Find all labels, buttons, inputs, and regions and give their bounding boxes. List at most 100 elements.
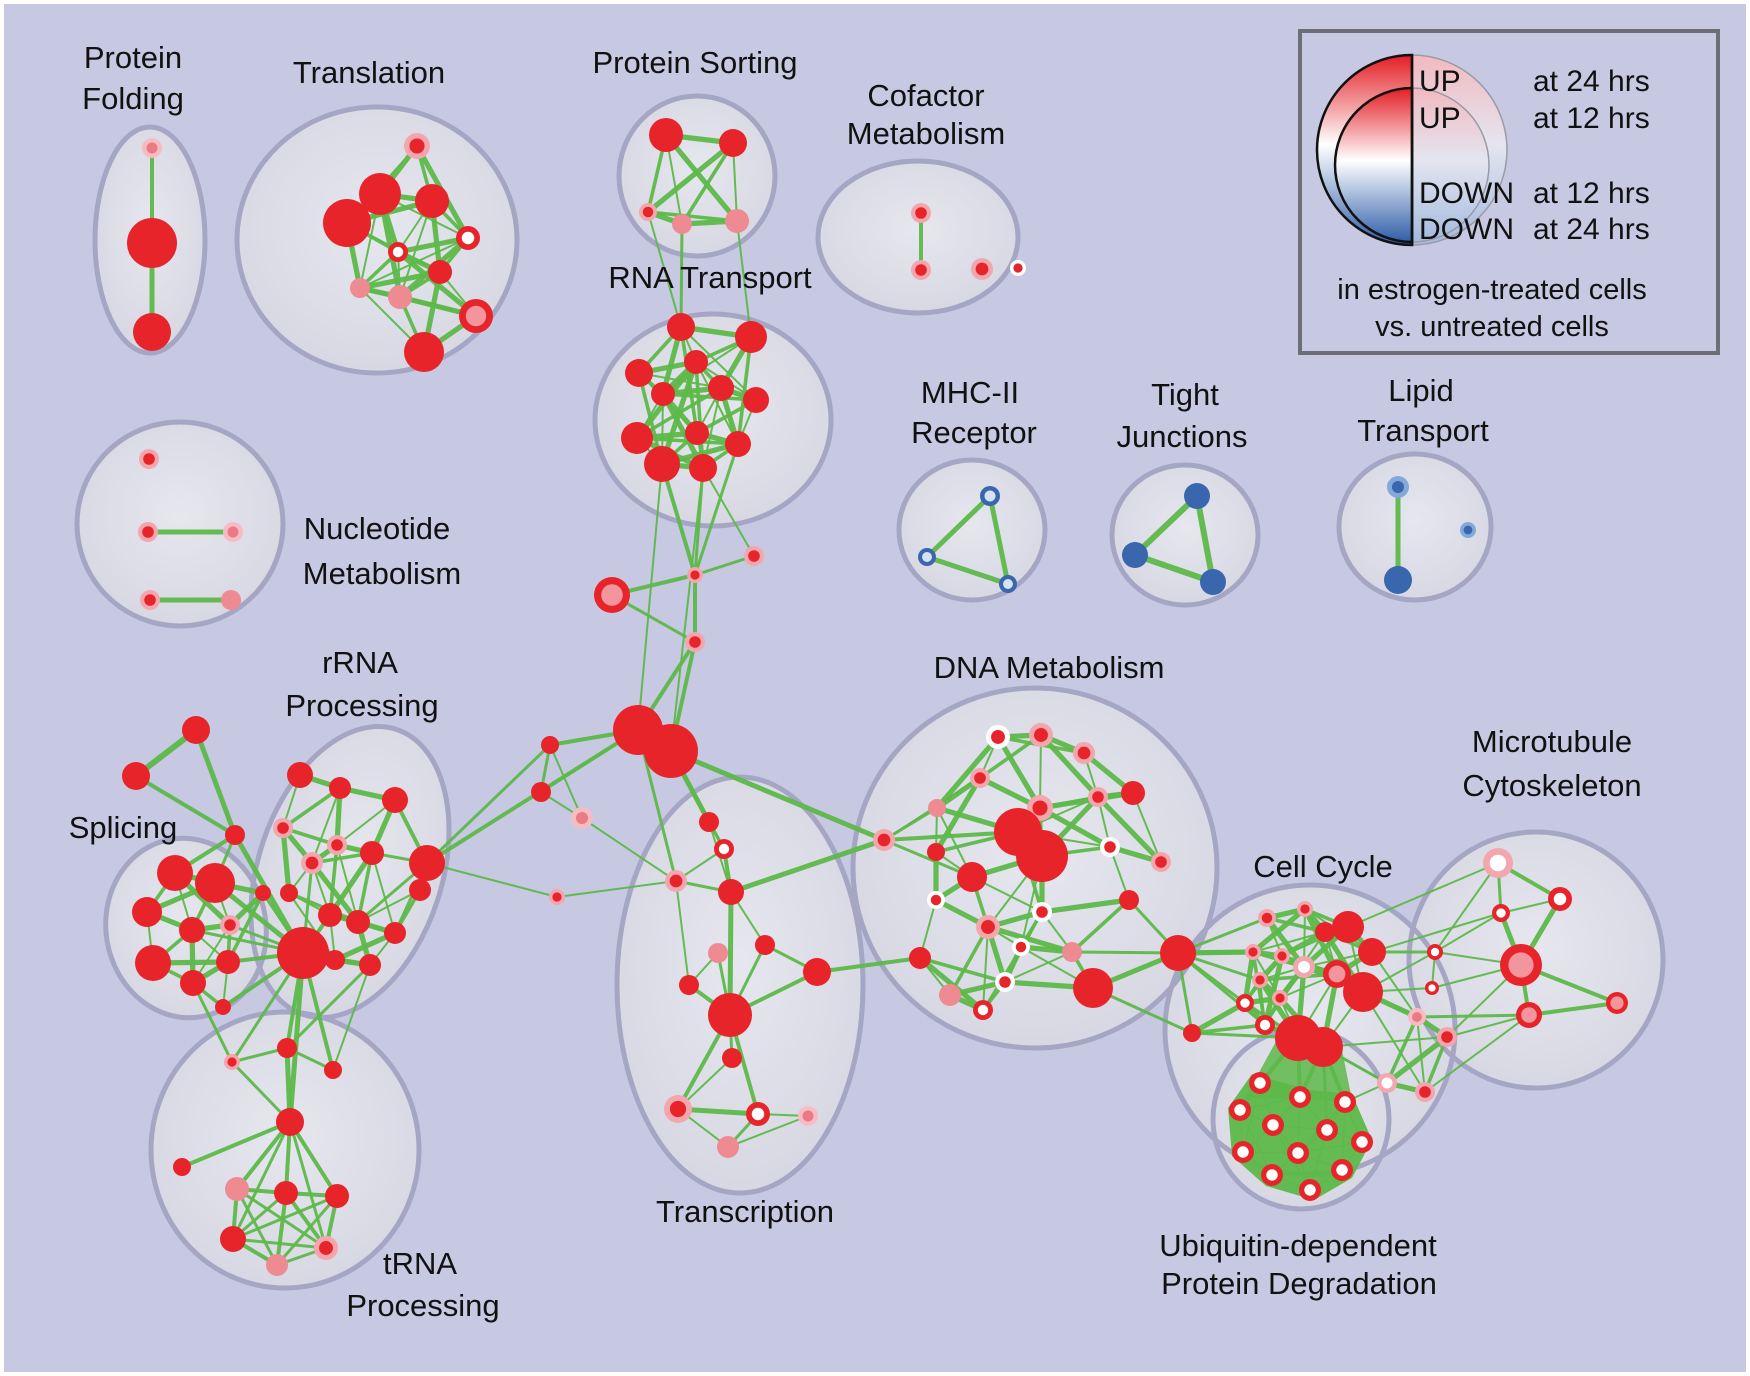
node-LT-0-lightBlueRingDark xyxy=(1387,476,1409,498)
cluster-ellipse-TJ xyxy=(1112,465,1258,605)
edge xyxy=(1190,1000,1247,1036)
cluster-ellipse-outline-SP xyxy=(103,835,269,1021)
edge xyxy=(670,748,885,843)
node-TC-2-pinkRing xyxy=(665,870,687,892)
node-PF-2-red xyxy=(133,313,171,351)
cluster-ellipse-outline-TR xyxy=(234,104,520,376)
node-UB-8-redRingWhite xyxy=(1287,1142,1309,1164)
node-DM-21-red xyxy=(1073,968,1113,1008)
legend-circle-inner-right xyxy=(1411,87,1490,243)
node-TR-3-red xyxy=(323,199,371,247)
node-BB-0-redRingPink xyxy=(594,577,630,613)
node-TC-9-red xyxy=(708,993,752,1037)
edge xyxy=(280,827,292,894)
edge xyxy=(581,817,677,882)
edge xyxy=(181,1120,291,1169)
legend-time-0: at 24 hrs xyxy=(1533,65,1650,98)
node-DM-23-pink xyxy=(939,984,961,1006)
edge xyxy=(663,133,740,223)
node-RR-10-red xyxy=(280,884,298,902)
node-TN-3-red xyxy=(274,1181,298,1205)
node-MHC-1-blueRingLight xyxy=(918,548,936,566)
node-MT-3-redRingPink xyxy=(1500,944,1542,986)
edge xyxy=(646,140,735,215)
edge xyxy=(1424,1014,1530,1093)
node-CC-17-red xyxy=(1303,1027,1343,1067)
node-CC-15-redRingWhite xyxy=(1255,1015,1275,1035)
legend-time-2: at 12 hrs xyxy=(1533,177,1650,210)
edge xyxy=(1134,552,1214,585)
edge xyxy=(660,463,697,576)
node-UB-6-redRingWhite xyxy=(1351,1131,1373,1153)
node-CC-1-red xyxy=(1183,1024,1201,1042)
node-TN-10-red xyxy=(324,1061,342,1079)
node-RT-9-red xyxy=(725,431,751,457)
cluster-label-CM-0: Cofactor xyxy=(867,78,984,113)
legend-time-3: at 24 hrs xyxy=(1533,213,1650,246)
edge xyxy=(1385,1034,1449,1086)
edge xyxy=(235,1120,292,1191)
node-BB-2-pinkRing xyxy=(685,632,705,652)
node-TC-6-pink xyxy=(708,943,728,963)
node-CM-2-pinkRing xyxy=(971,258,993,280)
node-TR-2-red xyxy=(415,184,449,218)
cluster-label-MT-1: Cytoskeleton xyxy=(1462,768,1641,803)
node-TC-1-redRingWhite xyxy=(714,839,734,859)
node-DM-20-red xyxy=(909,947,931,969)
node-PF-1-red xyxy=(127,218,177,268)
cluster-ellipse-CM xyxy=(818,161,1018,313)
node-DM-14-whiteRing xyxy=(927,891,945,909)
edge xyxy=(675,880,690,986)
edge xyxy=(925,494,992,559)
node-TN-5-red xyxy=(220,1226,246,1252)
cluster-ellipse-outline-MHC xyxy=(896,457,1048,603)
cluster-label-TN-1: Processing xyxy=(346,1288,499,1323)
cluster-label-MHC-0: MHC-II xyxy=(921,375,1019,410)
network-nodes xyxy=(122,118,1628,1276)
edge xyxy=(647,211,682,328)
node-DM-11-whiteRing xyxy=(1100,837,1120,857)
edge xyxy=(1132,493,1200,558)
node-SP-7-red xyxy=(180,970,206,996)
cluster-label-RR-0: rRNA xyxy=(322,645,398,680)
node-CC-3-pinkRing xyxy=(1297,901,1313,917)
cluster-ellipse-outline-LT xyxy=(1336,451,1494,603)
node-MT-0-pinkRingWhite xyxy=(1483,848,1513,878)
edge xyxy=(1194,495,1216,583)
edge xyxy=(332,964,371,1071)
node-TN-2-pink xyxy=(225,1177,249,1201)
node-CC-9-pinkRingWhite xyxy=(1293,956,1315,978)
node-RR-1-red xyxy=(329,777,351,799)
node-MT-2-redRingWhite xyxy=(1492,904,1510,922)
node-TR-8-pink xyxy=(388,285,412,309)
node-DM-0-whiteRing xyxy=(986,725,1010,749)
edge xyxy=(1041,897,1130,915)
cluster-label-TN-0: tRNA xyxy=(383,1246,457,1281)
node-CM-3-whiteRing xyxy=(1010,260,1026,276)
node-SP-8-red xyxy=(255,885,271,901)
node-SP-6-red xyxy=(216,950,240,974)
node-DM-5-pinkRing xyxy=(1088,787,1108,807)
node-NM-0-pinkRing xyxy=(139,449,159,469)
node-TN-0-red xyxy=(276,1108,304,1136)
legend-direction-0: UP xyxy=(1419,65,1461,98)
edge xyxy=(232,1194,338,1241)
node-SP-4-pinkRing xyxy=(220,915,240,935)
cluster-ellipse-NM xyxy=(77,422,283,626)
edge xyxy=(694,361,705,469)
node-RT-8-red xyxy=(685,421,709,445)
edge xyxy=(978,733,1043,780)
edge xyxy=(736,336,753,445)
edge xyxy=(1251,906,1307,955)
edge xyxy=(425,743,552,865)
node-BB-11-red xyxy=(122,762,150,790)
node-RR-6-red xyxy=(360,841,384,865)
node-UB-2-redRingWhite xyxy=(1334,1091,1356,1113)
node-PF-0-pinkLight xyxy=(142,138,162,158)
node-LT-1-blue xyxy=(1384,566,1412,594)
node-TC-13-pinkLight xyxy=(798,1106,818,1126)
node-UB-9-redRingWhite xyxy=(1261,1164,1283,1186)
edge xyxy=(549,744,583,819)
edge xyxy=(693,443,740,576)
